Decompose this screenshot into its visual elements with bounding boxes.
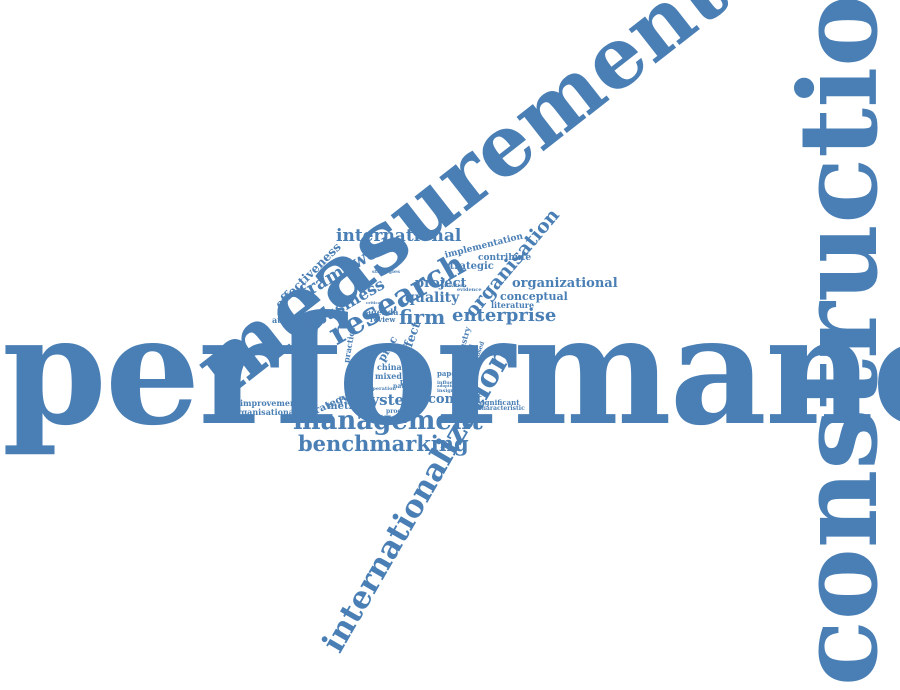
word-benchmarking: benchmarking — [298, 431, 469, 456]
word-strategies: strategies — [372, 269, 400, 275]
word-context: context — [428, 392, 483, 407]
word-paper: paper — [437, 369, 460, 378]
word-firm: firm — [399, 305, 446, 329]
word-characteristic: characteristic — [478, 405, 525, 412]
word-operation: operation — [369, 386, 397, 392]
word-significant: significant — [478, 398, 520, 407]
word-improvement: improvement — [240, 398, 300, 408]
word-method: method — [327, 401, 370, 412]
word-evaluation: evaluation — [437, 283, 467, 289]
word-project: project — [415, 276, 467, 291]
word-nature: nature — [393, 383, 416, 390]
word-evidence: evidence — [457, 287, 482, 293]
word-management: management — [293, 406, 483, 436]
word-performance: performance — [2, 283, 900, 459]
word-review: review — [370, 315, 396, 324]
word-organizational: organizational — [512, 276, 618, 291]
word-process: process — [400, 377, 430, 386]
word-influence: influence — [437, 380, 463, 386]
word-attribute: attribute — [272, 315, 313, 325]
word-processes: processes — [386, 408, 419, 415]
word-literature: literature — [491, 300, 535, 310]
word-insignificant: insignificant — [437, 388, 473, 394]
word-strategic: strategic — [444, 261, 494, 272]
word-quality: quality — [405, 290, 460, 306]
word-measure: measure — [339, 395, 368, 402]
word-construction: construction — [776, 0, 900, 686]
word-china: china — [377, 362, 402, 372]
word-agenda: agenda — [366, 307, 399, 317]
word-organisational: organisational — [232, 407, 297, 417]
word-enterprise: enterprise — [452, 305, 557, 326]
word-conceptual: conceptual — [500, 290, 568, 303]
word-adoption: adoption — [437, 383, 457, 388]
word-system: system — [362, 391, 420, 409]
word-mixed: mixed — [375, 371, 402, 381]
word-contribute: contribute — [478, 253, 532, 263]
word-critical: critical — [366, 300, 382, 305]
word-international: international — [336, 226, 462, 246]
